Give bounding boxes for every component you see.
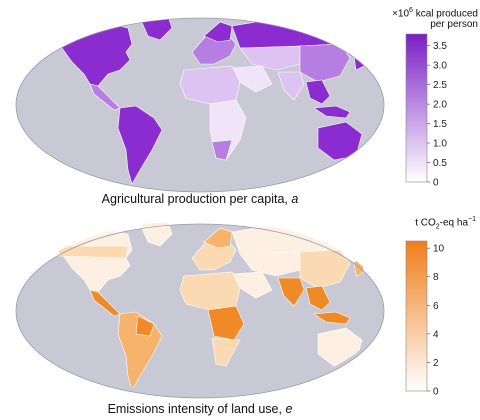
region-southern-africa	[211, 139, 233, 161]
caption-a-variable: a	[291, 192, 299, 206]
region-indonesia	[313, 311, 351, 325]
colorbar-a-unit-exponent: 6	[409, 7, 413, 14]
region-new-zealand	[369, 359, 379, 377]
colorbar-tick-label: 6	[433, 301, 439, 312]
region-south-america	[117, 105, 163, 185]
map-a-outline	[15, 17, 385, 193]
colorbar-tick-label: 1.5	[433, 119, 447, 130]
region-central-asia	[239, 45, 301, 71]
colorbar-a-ticks: 0 0.5 1.0 1.5 2.0 2.5 3.0 3.5	[427, 41, 447, 189]
region-southeast-asia	[305, 79, 331, 105]
colorbar-tick-label: 3.0	[433, 61, 447, 72]
region-brazil-north	[135, 315, 155, 337]
region-canada-band	[55, 245, 129, 259]
colorbar-tick-label: 1.0	[433, 139, 447, 150]
colorbar-tick-label: 0.5	[433, 158, 447, 169]
region-india	[277, 277, 305, 307]
colorbar-e-unit-superscript: −1	[468, 216, 476, 223]
region-central-asia	[239, 251, 301, 277]
colorbar-tick-label: 8	[433, 272, 439, 283]
colorbar-a-unit-prefix: ×10	[392, 8, 410, 20]
region-china	[299, 249, 351, 289]
colorbar-tick-label: 2.5	[433, 80, 447, 91]
region-russia	[231, 18, 371, 49]
colorbar-tick-label: 0	[433, 387, 439, 398]
caption-a: Agricultural production per capita, a	[0, 192, 400, 206]
region-new-zealand	[369, 153, 379, 171]
map-emissions-intensity: 0 2 4 6 8 10	[15, 221, 445, 399]
colorbar-e-ticks: 0 2 4 6 8 10	[427, 244, 445, 398]
colorbar-e-unit-mid: -eq ha	[439, 217, 469, 229]
panel-emissions-intensity: 0 2 4 6 8 10 t CO2-eq ha−1 Emissions intensit…	[0, 210, 480, 420]
region-russia	[231, 223, 371, 255]
map-e-outline	[15, 223, 385, 399]
colorbar-a-unit: ×106 kcal produced per person	[380, 5, 478, 30]
region-southern-africa	[211, 337, 241, 367]
caption-e: Emissions intensity of land use, e	[0, 402, 400, 416]
colorbar-e-unit-main: t CO	[415, 217, 436, 229]
caption-e-text: Emissions intensity of land use,	[107, 402, 286, 416]
colorbar-tick-label: 2.0	[433, 100, 447, 111]
region-central-america	[89, 289, 121, 317]
region-central-africa	[207, 305, 245, 341]
region-greenland	[139, 221, 173, 247]
map-production-per-capita: 0 0.5 1.0 1.5 2.0 2.5 3.0 3.5	[15, 17, 447, 193]
colorbar-tick-label: 3.5	[433, 41, 447, 52]
region-indonesia	[313, 105, 351, 119]
colorbar-a-unit-line2: per person	[430, 19, 478, 31]
caption-a-text: Agricultural production per capita,	[101, 192, 292, 206]
land-e	[47, 221, 379, 391]
colorbar-a-unit-rest: kcal produced	[412, 8, 478, 20]
region-southeast-asia	[305, 285, 331, 311]
colorbar-e-unit: t CO2-eq ha−1	[380, 214, 476, 232]
region-india	[277, 71, 305, 101]
colorbar-e-unit-subscript: 2	[435, 223, 440, 231]
colorbar-e	[405, 240, 428, 392]
region-central-america	[89, 83, 121, 111]
colorbar-tick-label: 0	[433, 178, 439, 189]
panel-production-per-capita: 0 0.5 1.0 1.5 2.0 2.5 3.0 3.5 ×106 kcal produce…	[0, 5, 478, 206]
colorbar-tick-label: 10	[433, 244, 445, 255]
region-north-africa	[179, 65, 241, 105]
region-greenland	[139, 18, 173, 41]
colorbar-a	[405, 33, 428, 183]
region-northern-europe	[203, 21, 233, 43]
region-northern-europe	[203, 227, 233, 249]
colorbar-tick-label: 4	[433, 329, 439, 340]
region-north-africa	[179, 271, 241, 311]
colorbar-tick-label: 2	[433, 358, 439, 369]
caption-e-variable: e	[285, 402, 293, 416]
